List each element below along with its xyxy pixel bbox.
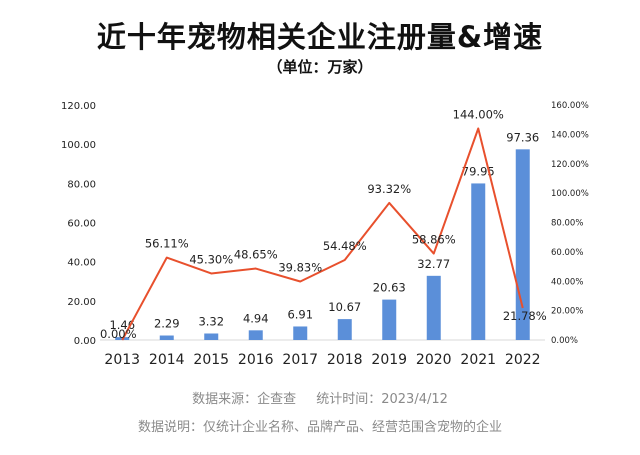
x-tick-label: 2015 bbox=[193, 352, 229, 368]
rate-value-label: 45.30% bbox=[189, 252, 233, 266]
rate-value-label: 0.00% bbox=[100, 327, 137, 341]
x-tick-label: 2021 bbox=[460, 352, 496, 368]
bar-value-label: 3.32 bbox=[198, 314, 224, 328]
rate-value-label: 21.78% bbox=[503, 309, 547, 323]
rate-value-label: 56.11% bbox=[145, 237, 189, 251]
bar bbox=[159, 335, 174, 340]
right-tick-label: 60.00% bbox=[551, 248, 583, 258]
growth-rate-line bbox=[121, 127, 524, 341]
data-source: 数据来源：企查查 bbox=[192, 392, 297, 407]
bar bbox=[293, 326, 308, 340]
left-tick-label: 40.00 bbox=[67, 258, 96, 269]
left-tick-label: 80.00 bbox=[67, 179, 96, 190]
x-tick-label: 2013 bbox=[104, 352, 140, 368]
x-tick-label: 2014 bbox=[149, 352, 185, 368]
bar bbox=[248, 330, 263, 340]
bar bbox=[337, 319, 352, 340]
right-tick-label: 160.00% bbox=[551, 101, 589, 111]
right-tick-label: 20.00% bbox=[551, 307, 583, 317]
data-note: 数据说明：仅统计企业名称、品牌产品、经营范围含宠物的企业 bbox=[137, 420, 502, 435]
right-tick-label: 140.00% bbox=[551, 130, 589, 140]
x-tick-label: 2022 bbox=[505, 352, 541, 368]
bar bbox=[204, 333, 219, 340]
bar-value-label: 20.63 bbox=[373, 281, 406, 295]
bar-value-label: 79.95 bbox=[462, 164, 495, 178]
x-tick-label: 2018 bbox=[327, 352, 363, 368]
rate-value-label: 39.83% bbox=[278, 260, 322, 274]
left-tick-label: 20.00 bbox=[67, 297, 96, 308]
left-tick-label: 60.00 bbox=[67, 219, 96, 230]
bar bbox=[471, 183, 486, 340]
right-tick-label: 120.00% bbox=[551, 160, 589, 170]
bar-value-label: 4.94 bbox=[243, 311, 269, 325]
x-tick-label: 2016 bbox=[238, 352, 274, 368]
combo-chart: 0.00 20.00 40.00 60.00 80.00 100.00 120.00 0.0… bbox=[61, 101, 589, 368]
bar-value-label: 2.29 bbox=[154, 317, 180, 331]
right-axis-ticks: 0.00% 20.00% 40.00% 60.00% 80.00% 100.00% 120.… bbox=[551, 101, 589, 346]
left-tick-label: 120.00 bbox=[61, 101, 96, 112]
bar bbox=[426, 275, 441, 340]
rate-value-label: 144.00% bbox=[453, 108, 504, 122]
rate-value-label: 93.32% bbox=[367, 182, 411, 196]
x-axis-ticks: 2013 2014 2015 2016 2017 2018 2019 2020 2021 2022 bbox=[104, 352, 540, 368]
line-data-labels: 0.00% 56.11%45.30% 48.65%39.83%54.48% 93.32… bbox=[100, 108, 547, 342]
right-tick-label: 80.00% bbox=[551, 219, 583, 229]
bar-value-label: 32.77 bbox=[417, 257, 450, 271]
x-tick-label: 2017 bbox=[282, 352, 318, 368]
x-tick-label: 2020 bbox=[416, 352, 452, 368]
x-tick-label: 2019 bbox=[371, 352, 407, 368]
rate-value-label: 48.65% bbox=[234, 248, 278, 262]
left-tick-label: 0.00 bbox=[74, 336, 96, 347]
bar-value-label: 6.91 bbox=[287, 307, 313, 321]
bar bbox=[382, 299, 397, 340]
left-axis-ticks: 0.00 20.00 40.00 60.00 80.00 100.00 120.00 bbox=[61, 101, 96, 347]
right-tick-label: 0.00% bbox=[551, 336, 578, 346]
left-tick-label: 100.00 bbox=[61, 140, 96, 151]
chart-title: 近十年宠物相关企业注册量&增速 bbox=[96, 20, 544, 54]
bar-value-label: 10.67 bbox=[328, 300, 361, 314]
stat-time: 统计时间：2023/4/12 bbox=[316, 392, 448, 407]
rate-value-label: 58.86% bbox=[412, 233, 456, 247]
bar-value-label: 97.36 bbox=[506, 130, 539, 144]
bar-data-labels: 1.46 2.29 3.32 4.94 6.9110.6720.6332.7779.95… bbox=[109, 130, 539, 332]
rate-value-label: 54.48% bbox=[323, 239, 367, 253]
chart-subtitle: （单位：万家） bbox=[267, 58, 373, 76]
right-tick-label: 40.00% bbox=[551, 277, 583, 287]
source-line: 数据来源：企查查 统计时间：2023/4/12 bbox=[0, 388, 640, 407]
right-tick-label: 100.00% bbox=[551, 189, 589, 199]
